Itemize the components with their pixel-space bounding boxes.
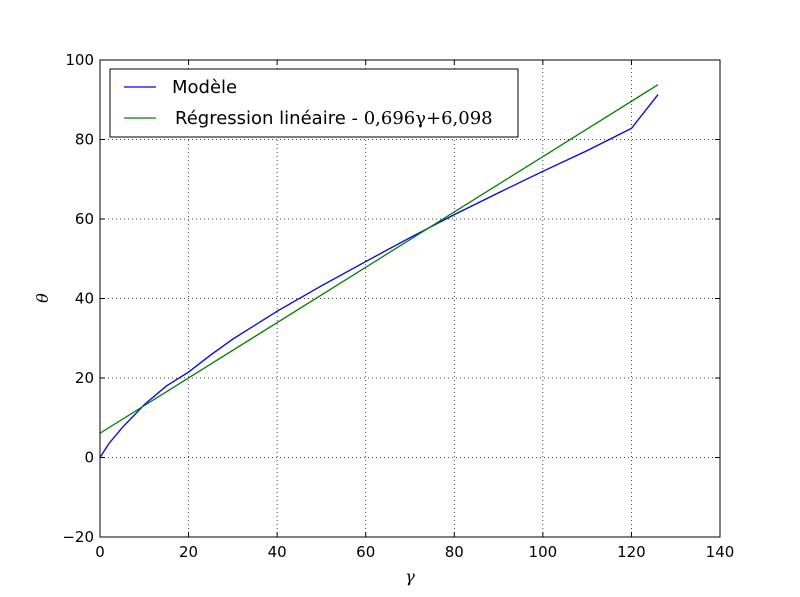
y-tick-label: 20 — [75, 369, 94, 387]
legend-label-regression-text: Régression linéaire - — [175, 108, 364, 129]
legend-box — [109, 68, 519, 138]
x-tick-label: 20 — [179, 543, 198, 561]
y-tick-label: −20 — [62, 528, 94, 546]
series-line-modele — [99, 94, 659, 458]
x-tick-label: 80 — [445, 543, 464, 561]
y-tick-label: 0 — [84, 449, 94, 467]
series-line-regression — [99, 84, 659, 434]
y-axis-label: θ — [33, 293, 52, 303]
legend: Modèle Régression linéaire - 0,696γ+6,09… — [109, 68, 519, 138]
y-tick-labels: −20 0 20 40 60 80 100 — [62, 51, 94, 546]
x-axis-label: γ — [405, 567, 415, 586]
legend-label-regression: Régression linéaire - 0,696γ+6,098 — [175, 108, 493, 129]
y-tick-label: 100 — [65, 51, 94, 69]
y-tick-label: 40 — [75, 290, 94, 308]
x-tick-label: 60 — [356, 543, 375, 561]
x-tick-label: 120 — [617, 543, 646, 561]
legend-label-modele: Modèle — [172, 77, 237, 98]
x-tick-labels: 0 20 40 60 80 100 120 140 — [95, 543, 734, 561]
x-tick-label: 40 — [268, 543, 287, 561]
y-tick-label: 80 — [75, 131, 94, 149]
legend-label-regression-formula: 0,696γ+6,098 — [364, 108, 493, 129]
tick-marks — [99, 59, 721, 538]
x-tick-label: 0 — [95, 543, 105, 561]
grid-lines — [100, 60, 720, 537]
series-layer — [99, 84, 659, 458]
x-tick-label: 140 — [706, 543, 735, 561]
x-tick-label: 100 — [529, 543, 558, 561]
y-tick-label: 60 — [75, 210, 94, 228]
